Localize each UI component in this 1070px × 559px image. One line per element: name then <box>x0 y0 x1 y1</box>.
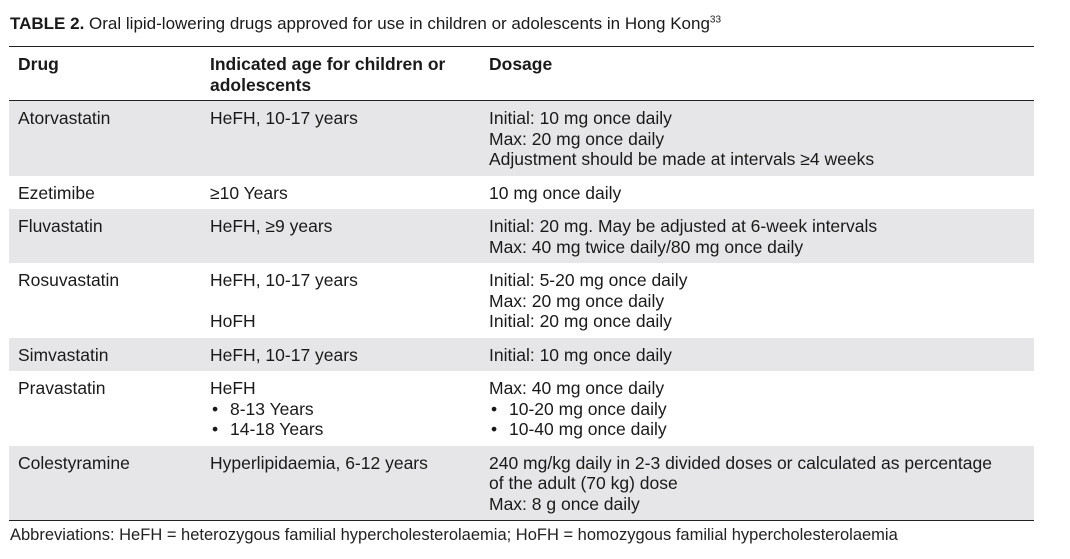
cell-drug: Simvastatin <box>18 344 109 365</box>
dosage-line: Max: 20 mg once daily <box>489 128 665 149</box>
header-age-line-1: Indicated age for children or <box>210 54 446 74</box>
dosage-line: Initial: 10 mg once daily <box>489 344 672 365</box>
caption-label: TABLE 2. <box>10 14 85 33</box>
abbreviations-footnote: Abbreviations: HeFH = heterozygous famil… <box>10 526 898 544</box>
cell-dosage: Initial: 10 mg once daily Max: 20 mg onc… <box>489 108 1034 170</box>
cell-age: HeFH, 10-17 years <box>210 344 358 365</box>
table-caption: TABLE 2. Oral lipid-lowering drugs appro… <box>10 13 721 35</box>
cell-age: HeFH, 10-17 years HoFH <box>210 270 489 332</box>
age-bullet-item: • 14-18 Years <box>210 419 489 440</box>
cell-dosage: 240 mg/kg daily in 2-3 divided doses or … <box>489 453 1034 515</box>
bullet-dot: • <box>491 419 498 439</box>
cell-dosage: Initial: 5-20 mg once daily Max: 20 mg o… <box>489 270 1034 332</box>
dosage-bullet-item: • 10-20 mg once daily <box>489 399 1026 420</box>
drug-table: Drug Indicated age for children or adole… <box>9 46 1034 521</box>
header-drug: Drug <box>18 54 59 74</box>
age-line: HeFH <box>210 378 256 398</box>
table-row-colestyramine: Colestyramine Hyperlipidaemia, 6-12 year… <box>9 445 1034 520</box>
cell-drug: Pravastatin <box>18 378 106 398</box>
cell-age: ≥10 Years <box>210 182 288 203</box>
bullet-dot: • <box>491 398 498 419</box>
caption-reference: 33 <box>709 14 722 26</box>
header-age-line-2: adolescents <box>210 74 312 95</box>
bullet-text: 8-13 Years <box>230 398 314 419</box>
bullet-text: 10-20 mg once daily <box>509 398 667 419</box>
header-dosage: Dosage <box>489 54 553 74</box>
bullet-dot: • <box>212 398 219 419</box>
table-header-row: Drug Indicated age for children or adole… <box>9 47 1034 101</box>
cell-dosage: Initial: 20 mg. May be adjusted at 6-wee… <box>489 216 1034 257</box>
cell-drug: Fluvastatin <box>18 216 103 236</box>
dosage-line: Max: 20 mg once daily <box>489 290 665 311</box>
cell-dosage: Max: 40 mg once daily • 10-20 mg once dai… <box>489 378 1034 440</box>
dosage-line: Max: 40 mg twice daily/80 mg once daily <box>489 236 804 257</box>
dosage-line: Initial: 5-20 mg once daily <box>489 270 688 290</box>
bullet-text: 14-18 Years <box>230 419 324 439</box>
dosage-line: 10 mg once daily <box>489 182 622 203</box>
cell-age: Hyperlipidaemia, 6-12 years <box>210 452 428 473</box>
age-bullet-item: • 8-13 Years <box>210 399 489 420</box>
cell-age: HeFH • 8-13 Years • 14-18 Years <box>210 378 489 440</box>
dosage-line: Max: 8 g once daily <box>489 493 640 514</box>
cell-age: HeFH, 10-17 years <box>210 108 358 128</box>
cell-drug: Colestyramine <box>18 452 130 473</box>
dosage-line: Initial: 10 mg once daily <box>489 108 672 128</box>
dosage-line: 240 mg/kg daily in 2-3 divided doses or … <box>489 452 992 473</box>
table-row-fluvastatin: Fluvastatin HeFH, ≥9 years Initial: 20 m… <box>9 209 1034 263</box>
dosage-line: Adjustment should be made at intervals ≥… <box>489 149 875 169</box>
age-line: HoFH <box>210 311 256 331</box>
dosage-line: Max: 40 mg once daily <box>489 378 665 398</box>
table-row-pravastatin: Pravastatin HeFH • 8-13 Years • 14-18 Year… <box>9 371 1034 446</box>
header-indicated-age: Indicated age for children or adolescent… <box>210 54 489 95</box>
dosage-bullet-item: • 10-40 mg once daily <box>489 419 1026 440</box>
caption-text: Oral lipid-lowering drugs approved for u… <box>89 14 710 33</box>
bullet-text: 10-40 mg once daily <box>509 419 667 439</box>
cell-dosage: Initial: 10 mg once daily <box>489 345 1034 366</box>
table-row-atorvastatin: Atorvastatin HeFH, 10-17 years Initial: … <box>9 101 1034 176</box>
cell-age: HeFH, ≥9 years <box>210 216 333 236</box>
table-row-ezetimibe: Ezetimibe ≥10 Years 10 mg once daily <box>9 176 1034 210</box>
cell-drug: Atorvastatin <box>18 108 111 128</box>
table-row-simvastatin: Simvastatin HeFH, 10-17 years Initial: 1… <box>9 337 1034 371</box>
table-row-rosuvastatin: Rosuvastatin HeFH, 10-17 years HoFH Init… <box>9 263 1034 338</box>
dosage-line: of the adult (70 kg) dose <box>489 473 678 493</box>
bullet-dot: • <box>212 419 219 439</box>
age-line: HeFH, 10-17 years <box>210 270 358 290</box>
cell-drug: Rosuvastatin <box>18 270 120 290</box>
dosage-line: Initial: 20 mg. May be adjusted at 6-wee… <box>489 216 878 236</box>
cell-dosage: 10 mg once daily <box>489 183 1034 204</box>
dosage-line: Initial: 20 mg once daily <box>489 311 672 331</box>
cell-drug: Ezetimibe <box>18 182 95 203</box>
